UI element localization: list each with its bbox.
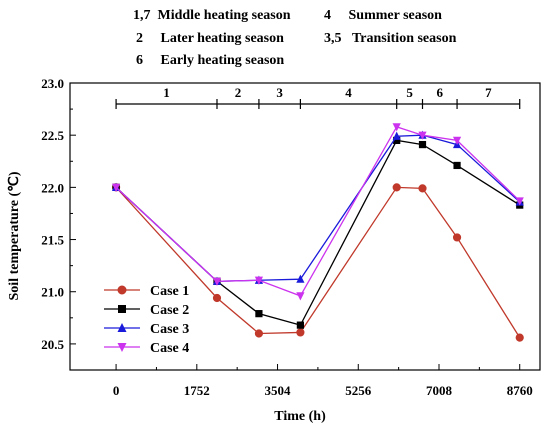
data-point [452, 233, 462, 242]
y-axis-title: Soil temperature (℃) [7, 171, 22, 300]
series-case-2 [112, 136, 524, 329]
y-tick-label: 20.5 [41, 337, 64, 352]
data-point [117, 343, 127, 352]
season-label: Later heating season [160, 31, 284, 46]
period-bar: 1 2 3 4 5 6 7 [115, 85, 521, 109]
data-point [515, 333, 524, 342]
legend-label: Case 1 [150, 284, 189, 299]
series-line [115, 139, 521, 326]
axes: 20.521.021.522.022.523.00 1752 3504 5256 700… [41, 76, 541, 398]
season-key: 3,5 [324, 31, 342, 46]
season-label: Transition season [352, 31, 457, 46]
season-label: Summer season [348, 8, 442, 23]
season-note-early: 6 Early heating season [136, 53, 284, 69]
legend-label: Case 3 [150, 322, 189, 337]
period-label: 2 [235, 85, 242, 100]
y-tick-label: 21.5 [41, 233, 64, 248]
legend: Case 1 Case 2 Case 3 Case 4 [104, 284, 189, 356]
data-point [392, 123, 401, 132]
data-point [111, 183, 121, 192]
season-note-later: 2 Later heating season [136, 31, 284, 47]
series-layer [111, 123, 524, 342]
data-point [296, 292, 305, 301]
season-label: Early heating season [160, 53, 285, 68]
x-tick-label: 0 [113, 383, 120, 398]
data-point [118, 305, 126, 313]
data-point [212, 293, 222, 303]
plot-frame [69, 82, 541, 371]
series-line [115, 134, 521, 282]
data-point [255, 310, 263, 318]
series-case-3 [111, 130, 524, 285]
season-key: 4 [324, 8, 331, 23]
data-point [392, 131, 401, 140]
data-point [254, 276, 264, 285]
season-note-transition: 3,5 Transition season [324, 31, 456, 47]
season-label: Middle heating season [157, 8, 291, 23]
x-tick-label: 3504 [265, 383, 292, 398]
season-key: 2 [136, 31, 143, 46]
data-point [418, 184, 427, 193]
period-label: 1 [163, 85, 170, 100]
x-tick-label: 7008 [426, 383, 453, 398]
data-point [453, 161, 461, 170]
series-case-4 [111, 123, 524, 301]
period-label: 6 [437, 85, 444, 100]
series-line [115, 126, 521, 297]
y-tick-label: 22.5 [41, 128, 64, 143]
y-tick-label: 23.0 [41, 76, 64, 91]
period-label: 3 [276, 85, 283, 100]
period-label: 5 [406, 85, 413, 100]
x-tick-label: 5256 [345, 383, 372, 398]
legend-label: Case 2 [150, 303, 189, 318]
x-tick-label: 8760 [507, 383, 533, 398]
season-key: 6 [136, 53, 143, 68]
data-point [254, 329, 264, 338]
season-key: 1,7 [133, 8, 151, 23]
data-point [418, 131, 427, 140]
data-point [117, 285, 127, 295]
x-tick-label: 1752 [184, 383, 210, 398]
period-label: 7 [485, 85, 492, 100]
season-note-summer: 4 Summer season [324, 8, 442, 24]
data-point [515, 197, 524, 206]
season-note-middle: 1,7 Middle heating season [133, 8, 291, 24]
data-point [418, 140, 427, 149]
y-tick-label: 22.0 [41, 180, 64, 195]
legend-label: Case 4 [150, 341, 189, 356]
x-axis-title: Time (h) [274, 409, 326, 424]
data-point [452, 136, 462, 145]
data-point [296, 274, 305, 283]
data-point [212, 277, 222, 286]
data-point [117, 323, 127, 332]
data-point [393, 136, 401, 144]
series-line [115, 186, 521, 338]
data-point [296, 321, 304, 329]
period-label: 4 [345, 85, 352, 100]
y-tick-label: 21.0 [41, 285, 64, 300]
data-point [392, 183, 401, 192]
data-point [296, 328, 305, 337]
